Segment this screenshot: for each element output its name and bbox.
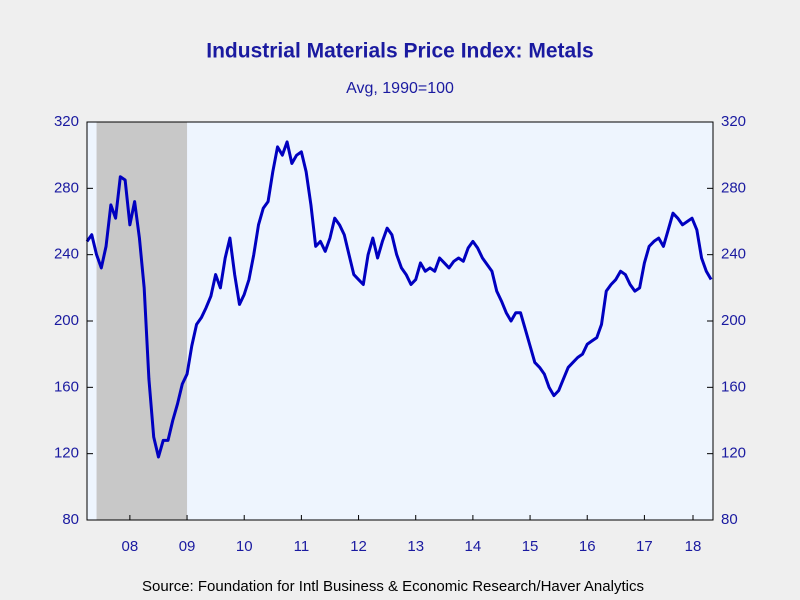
y2-tick-label: 120 <box>721 445 746 462</box>
plot-area <box>87 122 713 520</box>
data-line <box>85 140 713 459</box>
x-tick-label: 14 <box>465 538 482 555</box>
x-tick-label: 09 <box>179 538 196 555</box>
y-tick-label: 240 <box>54 246 79 263</box>
plot-frame <box>86 121 714 521</box>
y-tick-label: 280 <box>54 179 79 196</box>
x-tick-label: 08 <box>122 538 139 555</box>
x-tick-label: 10 <box>236 538 253 555</box>
y2-tick-label: 320 <box>721 113 746 130</box>
source-note: Source: Foundation for Intl Business & E… <box>142 578 644 595</box>
y-tick-label: 200 <box>54 312 79 329</box>
y2-tick-label: 80 <box>721 511 738 528</box>
y-tick-label: 120 <box>54 445 79 462</box>
x-tick-label: 18 <box>685 538 702 555</box>
x-tick-label: 12 <box>350 538 367 555</box>
x-tick-label: 17 <box>636 538 653 555</box>
x-tick-label: 11 <box>294 538 310 555</box>
x-tick-label: 15 <box>522 538 539 555</box>
y-tick-label: 80 <box>62 511 79 528</box>
y2-tick-label: 160 <box>721 378 746 395</box>
y-tick-label: 160 <box>54 378 79 395</box>
x-tick-label: 13 <box>407 538 424 555</box>
y2-tick-label: 280 <box>721 179 746 196</box>
recession-shading <box>96 122 188 520</box>
y2-tick-label: 200 <box>721 312 746 329</box>
chart-subtitle: Avg, 1990=100 <box>346 80 454 97</box>
x-tick-label: 16 <box>579 538 596 555</box>
y2-tick-label: 240 <box>721 246 746 263</box>
chart-title: Industrial Materials Price Index: Metals <box>206 40 593 63</box>
y-tick-label: 320 <box>54 113 79 130</box>
